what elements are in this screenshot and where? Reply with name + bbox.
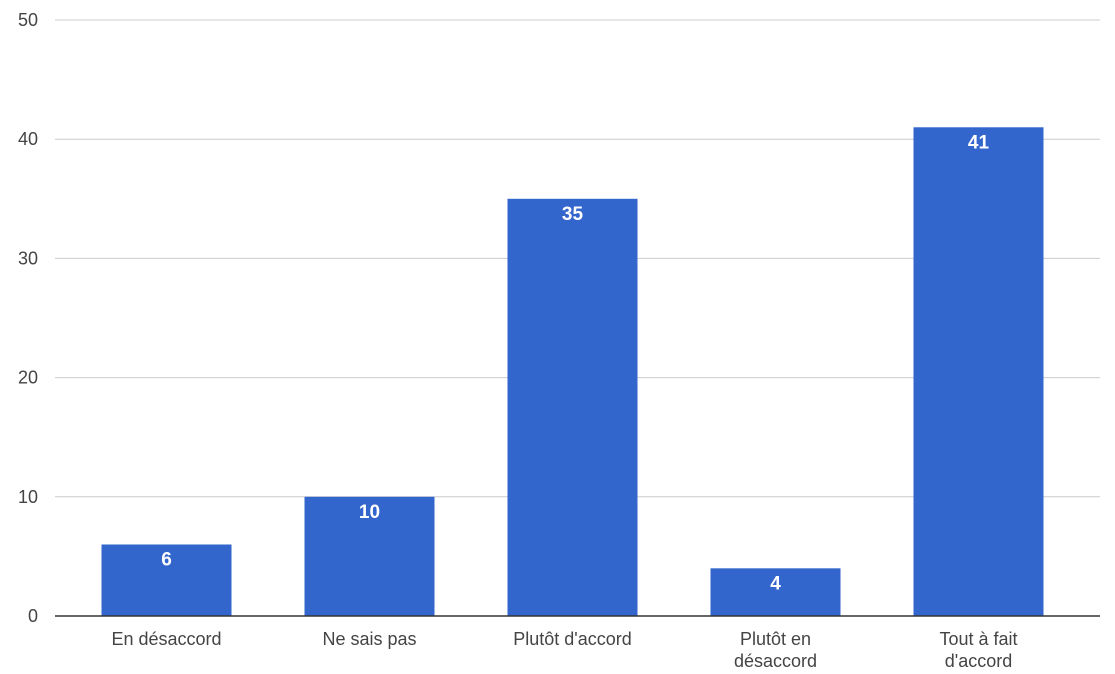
y-tick-label: 0 [28,606,38,626]
x-tick-label: En désaccord [111,629,221,649]
y-tick-label: 50 [18,10,38,30]
y-tick-label: 10 [18,487,38,507]
y-tick-label: 30 [18,248,38,268]
bar-value-labels: 6 10 35 4 41 [161,132,989,594]
bar [507,198,638,617]
y-tick-label: 40 [18,129,38,149]
y-tick-label: 20 [18,368,38,388]
y-axis-tick-labels: 0 10 20 30 40 50 [18,10,38,626]
bar-value-label: 4 [770,573,781,594]
x-tick-label: Tout à fait d'accord [939,629,1017,671]
x-tick-label: Plutôt d'accord [513,629,632,649]
bar [101,544,232,616]
bar-value-label: 6 [161,549,172,570]
bar [304,496,435,616]
bar-value-label: 41 [968,132,990,153]
x-tick-label: Plutôt en désaccord [734,629,817,671]
bar-value-label: 10 [359,502,380,523]
bar [913,127,1044,616]
bar [710,568,841,616]
bars [101,127,1044,617]
x-tick-label: Ne sais pas [322,629,416,649]
bar-value-label: 35 [562,204,584,225]
x-axis-category-labels: En désaccord Ne sais pas Plutôt d'accord Pl… [111,629,1017,671]
